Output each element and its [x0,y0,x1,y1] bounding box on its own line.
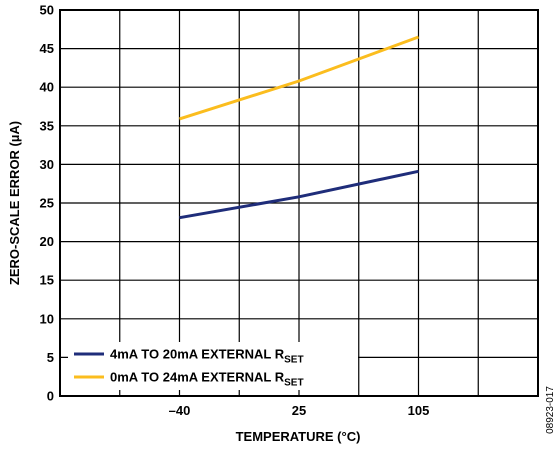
legend-entry-text: 4mA TO 20mA EXTERNAL R [110,347,285,362]
legend-entry-subscript: SET [284,355,303,366]
figure-id: 08923-017 [545,386,556,434]
x-tick-labels: –40 25 105 [169,403,430,418]
legend-entry-text: 0mA TO 24mA EXTERNAL R [110,370,285,385]
y-tick-label: 25 [40,196,54,211]
y-tick-label: 20 [40,234,54,249]
legend-entry-subscript: SET [284,378,303,389]
y-tick-label: 15 [40,273,54,288]
x-axis-label: TEMPERATURE (°C) [236,429,361,444]
grid-layer [60,10,538,396]
y-tick-label: 45 [40,41,54,56]
y-tick-label: 35 [40,118,54,133]
y-tick-label: 10 [40,311,54,326]
y-axis-label: ZERO-SCALE ERROR (µA) [7,121,22,285]
x-tick-label: 25 [292,403,306,418]
x-tick-label: –40 [169,403,191,418]
y-tick-label: 40 [40,80,54,95]
x-tick-label: 105 [408,403,430,418]
y-tick-labels: 0 5 10 15 20 25 30 35 40 45 50 [40,3,54,404]
y-tick-label: 30 [40,157,54,172]
y-tick-label: 5 [47,350,54,365]
y-tick-label: 50 [40,3,54,18]
y-tick-label: 0 [47,389,54,404]
